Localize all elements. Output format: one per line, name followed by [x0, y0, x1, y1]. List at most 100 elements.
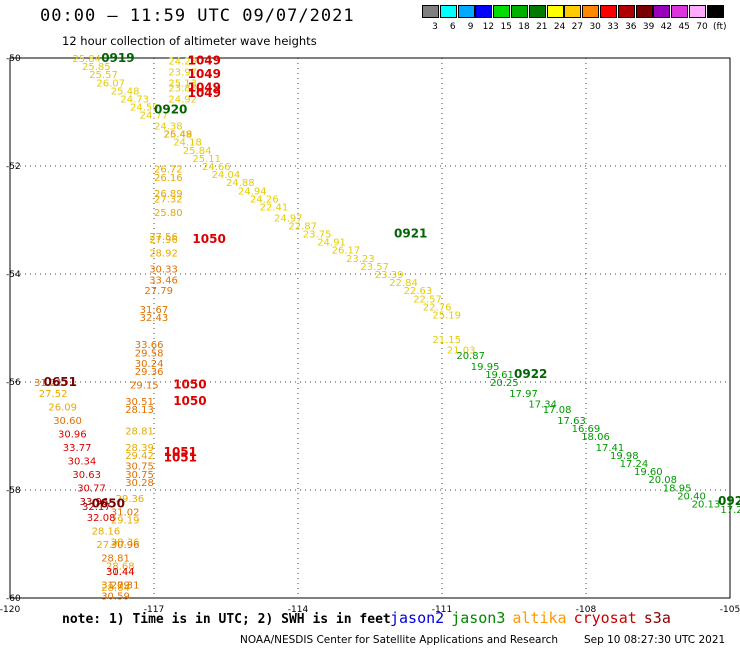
- wave-height-value: 28.39: [125, 443, 154, 454]
- wave-height-value: 24.18: [173, 138, 202, 149]
- satellite-jason2: jason2: [390, 609, 445, 627]
- legend-swatch: [600, 5, 617, 18]
- wave-height-value: 31.44: [106, 567, 135, 578]
- wave-height-value: 26.07: [96, 78, 125, 89]
- pass-time-label: 0921: [394, 227, 427, 241]
- wave-height-value: 30.51: [125, 397, 154, 408]
- wave-height-value: 22.87: [288, 221, 317, 232]
- wave-height-value: 19.95: [471, 362, 500, 373]
- legend-label: 33: [607, 22, 619, 32]
- wave-height-value: 24.26: [250, 194, 279, 205]
- wave-height-value: 24.66: [202, 162, 231, 173]
- satellite-legend: jason2 jason3 altika cryosat s3a: [390, 609, 678, 627]
- legend-swatch: [689, 5, 706, 18]
- wave-height-value: 17.34: [528, 400, 557, 411]
- y-tick-label: -58: [6, 486, 21, 496]
- legend-unit: (ft): [713, 22, 727, 32]
- wave-height-value: 23.97: [168, 68, 197, 79]
- chart-subtitle: 12 hour collection of altimeter wave hei…: [62, 34, 317, 48]
- wave-height-value: 31.67: [140, 305, 169, 316]
- wave-height-value: 25.48: [164, 130, 193, 141]
- wave-height-value: 24.88: [226, 178, 255, 189]
- wave-height-value: 26.09: [48, 402, 77, 413]
- pass-time-label: 1049: [188, 67, 221, 81]
- wave-height-value: 26.49: [164, 130, 193, 141]
- y-tick-label: -50: [6, 54, 21, 64]
- wave-height-value: 30.28: [125, 478, 154, 489]
- wave-height-value: 29.15: [130, 381, 159, 392]
- wave-height-value: 30.34: [68, 456, 97, 467]
- wave-height-value: 27.56: [149, 232, 178, 243]
- wave-height-value: 30.75: [125, 470, 154, 481]
- wave-height-value: 30.44: [106, 567, 135, 578]
- wave-height-value: 24.04: [212, 170, 241, 181]
- wave-height-value: 33.46: [149, 275, 178, 286]
- wave-height-value: 22.84: [389, 278, 418, 289]
- wave-height-value: 26.89: [154, 189, 183, 200]
- legend-label: 6: [449, 22, 456, 32]
- wave-height-value: 31.02: [111, 508, 140, 519]
- wave-height-value: 25.84: [72, 54, 101, 65]
- pass-time-label: 1049: [188, 81, 221, 95]
- x-tick-label: -111: [432, 605, 452, 615]
- legend-label: 36: [625, 22, 637, 32]
- pass-time-label: 1050: [173, 378, 206, 392]
- wave-height-value: 33.96: [80, 497, 109, 508]
- pass-time-label: 1050: [192, 232, 225, 246]
- legend-label: 3: [432, 22, 438, 32]
- wave-height-value: 25.80: [154, 208, 183, 219]
- wave-height-value: 30.96: [58, 429, 87, 440]
- wave-height-value: 31.21: [34, 378, 63, 389]
- wave-height-value: 25.85: [82, 62, 111, 73]
- satellite-jason3: jason3: [451, 609, 506, 627]
- footer: NOAA/NESDIS Center for Satellite Applica…: [240, 634, 740, 646]
- wave-height-value: 17.08: [543, 405, 572, 416]
- wave-height-value: 26.72: [154, 165, 183, 176]
- wave-height-value: 30.63: [72, 470, 101, 481]
- legend-swatch: [635, 5, 653, 18]
- wave-height-value: 21.15: [432, 335, 461, 346]
- x-tick-label: -117: [144, 605, 164, 615]
- wave-height-value: 25.84: [183, 146, 212, 157]
- wave-height-value: 26.16: [154, 173, 183, 184]
- wave-height-value: 27.32: [154, 194, 183, 205]
- wave-height-value: 24.92: [168, 95, 197, 106]
- x-tick-label: -114: [288, 605, 309, 615]
- legend-swatch: [546, 5, 564, 18]
- wave-height-value: 28.81: [125, 427, 154, 438]
- satellite-s3a: s3a: [643, 609, 671, 627]
- wave-height-value: 24.28: [168, 57, 197, 68]
- legend-swatch: [671, 5, 689, 18]
- wave-height-value: 30.60: [53, 416, 82, 427]
- wave-height-value: 19.61: [485, 370, 514, 381]
- wave-height-value: 32.17: [82, 502, 111, 513]
- wave-height-value: 30.96: [111, 540, 140, 551]
- wave-height-value: 27.77: [96, 540, 125, 551]
- wave-height-value: 17.41: [596, 443, 625, 454]
- legend-swatch: [528, 5, 546, 18]
- wave-height-value: 19.60: [634, 467, 663, 478]
- wave-height-value: 28.81: [101, 554, 130, 565]
- satellite-altika: altika: [512, 609, 567, 627]
- legend-label: 9: [467, 22, 474, 32]
- legend-label: 42: [660, 22, 673, 32]
- wave-height-value: 24.59: [130, 103, 159, 114]
- wave-height-value: 21.03: [447, 346, 476, 357]
- legend-swatch: [439, 5, 457, 18]
- wave-height-value: 18.06: [581, 432, 610, 443]
- wave-height-value: 30.77: [77, 483, 106, 494]
- legend-label: 27: [571, 22, 584, 32]
- wave-height-value: 32.08: [87, 513, 116, 524]
- legend-swatch: [617, 5, 635, 18]
- chart-title: 00:00 – 11:59 UTC 09/07/2021: [40, 6, 355, 26]
- wave-height-value: 26.17: [332, 246, 361, 257]
- pass-time-label: 1049: [188, 86, 221, 100]
- legend-label: 45: [678, 22, 690, 32]
- wave-height-value: 23.23: [346, 254, 375, 265]
- wave-height-value: 22.57: [413, 294, 442, 305]
- legend-label: 18: [518, 22, 530, 32]
- wave-height-value: 29.36: [116, 494, 145, 505]
- wave-height-value: 22.76: [423, 302, 452, 313]
- wave-height-value: 17.24: [620, 459, 649, 470]
